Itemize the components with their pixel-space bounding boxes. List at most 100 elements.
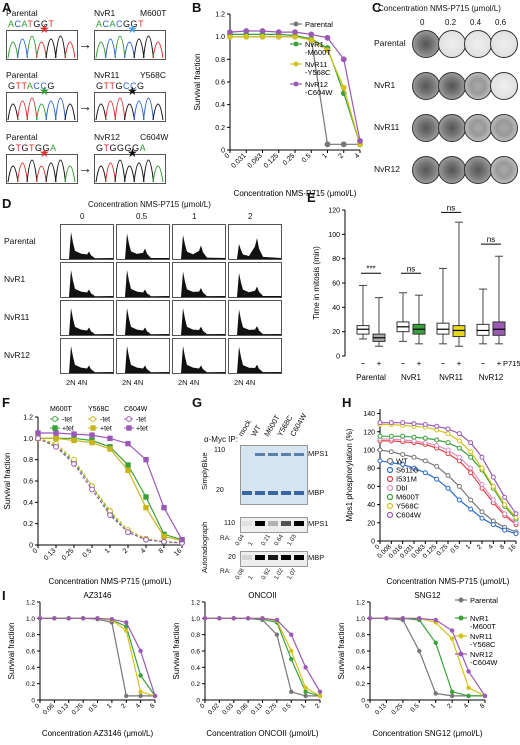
data-point — [400, 616, 406, 621]
histogram-cell — [228, 224, 282, 260]
right-sequence: GTTGCCG — [96, 81, 145, 91]
base-letter: C — [102, 19, 110, 29]
sig-label: ns — [407, 264, 415, 273]
y-tick-label: 60 — [332, 281, 340, 288]
data-point — [243, 28, 250, 34]
data-point — [275, 29, 282, 36]
peak — [105, 100, 116, 121]
data-point — [400, 462, 406, 468]
data-point — [138, 648, 143, 654]
base-letter: A — [139, 143, 147, 153]
peak — [105, 38, 116, 59]
x-tick-label: 0 — [224, 152, 232, 160]
x-tick-label: 1 — [106, 702, 114, 710]
data-point — [231, 616, 236, 621]
colony-plate — [412, 72, 440, 100]
y-tick-label: 40 — [367, 502, 375, 509]
peak — [26, 35, 38, 59]
sig-label: ns — [487, 235, 495, 244]
legend-marker — [386, 493, 394, 501]
y-tick-label: 0.2 — [191, 681, 200, 688]
data-point — [124, 628, 129, 633]
peak — [143, 35, 154, 59]
histogram-fill — [173, 346, 225, 373]
right-chromatogram — [94, 30, 166, 60]
y-tick-label: 0 — [336, 354, 340, 361]
data-point — [449, 689, 455, 695]
ra-value: 1.03 — [286, 533, 298, 547]
data-point — [289, 632, 294, 637]
autorad-band — [268, 521, 278, 526]
panel-letter: F — [2, 395, 10, 410]
data-point — [107, 435, 113, 442]
peak — [124, 41, 135, 59]
legend-label: NvR11 — [470, 632, 492, 641]
data-point — [411, 421, 417, 427]
row-label: NvR12 — [374, 164, 400, 174]
peak — [55, 159, 66, 183]
y-tick-label: 1.0 — [356, 616, 365, 623]
data-point — [479, 465, 485, 471]
x-axis-label: Concentration NMS-P715 (μmol/L) — [49, 577, 172, 586]
base-letter: G — [132, 143, 140, 153]
colony-plate — [438, 72, 466, 100]
x-tick-label: 2 — [120, 702, 128, 710]
autorad-band — [242, 521, 252, 526]
peak — [17, 162, 28, 183]
legend-label: Parental — [305, 20, 333, 29]
data-point — [340, 84, 347, 91]
base-letter: G — [109, 143, 118, 153]
base-letter: T — [21, 81, 27, 91]
y-tick-label: 0 — [371, 539, 375, 546]
data-point — [456, 483, 462, 489]
data-point — [260, 616, 265, 621]
right-label: NvR12 — [94, 132, 120, 142]
data-point — [274, 632, 280, 637]
legend-marker — [126, 425, 132, 431]
legend-label: Dbl — [396, 484, 408, 493]
histogram-fill — [229, 238, 281, 259]
data-point — [449, 628, 455, 633]
series-line — [370, 617, 486, 697]
data-point — [259, 33, 266, 40]
right-label: NvR1 — [94, 8, 116, 18]
data-point — [37, 616, 43, 621]
data-point — [89, 486, 95, 493]
base-letter: G — [124, 143, 133, 153]
legend-marker — [386, 511, 394, 519]
ra-value: 0.04 — [234, 533, 246, 547]
y-tick-label: 0.8 — [215, 57, 225, 64]
data-point — [411, 465, 417, 471]
legend-marker — [293, 21, 299, 27]
data-point — [434, 423, 440, 429]
star-marker: ★ — [127, 22, 138, 36]
peak — [64, 103, 76, 121]
peak — [124, 103, 135, 121]
y-tick-label: 0.2 — [26, 681, 35, 688]
data-point — [143, 536, 149, 543]
data-point — [377, 433, 383, 439]
x-tick-label: 0.13 — [56, 702, 70, 716]
legend-marker — [386, 484, 394, 492]
peak — [45, 38, 57, 59]
chromatogram-trace — [7, 35, 76, 59]
y-tick-label: 140 — [363, 411, 375, 418]
ploidy-axis: 2N 4N — [66, 378, 88, 387]
colony-plate — [438, 114, 466, 142]
histogram-cell — [172, 224, 226, 260]
ra-value: 1.02 — [273, 567, 285, 581]
data-point — [324, 34, 331, 41]
data-point — [411, 434, 417, 440]
base-letter: G — [35, 143, 43, 153]
colony-plate — [464, 114, 492, 142]
data-point — [357, 138, 363, 144]
lane-label: mock — [236, 417, 253, 438]
base-letter: G — [21, 143, 30, 153]
legend-label: -Y568C — [305, 68, 331, 77]
data-point — [53, 435, 59, 442]
y-tick-label: 80 — [332, 256, 340, 263]
histogram-cell — [116, 338, 170, 374]
left-chromatogram — [6, 30, 78, 60]
data-point — [445, 426, 451, 432]
